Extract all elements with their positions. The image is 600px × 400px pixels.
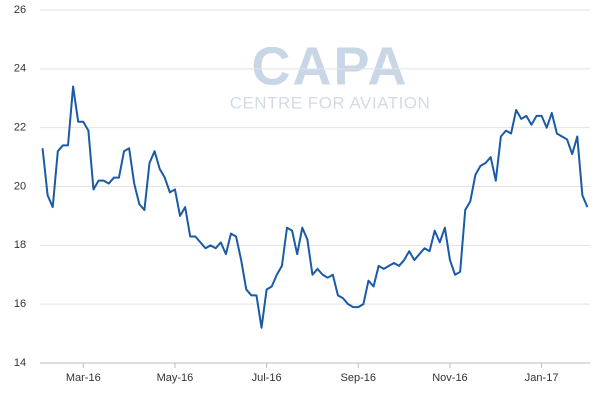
x-tick-label: Jul-16 — [252, 372, 282, 384]
y-tick-label: 26 — [14, 4, 26, 16]
y-tick-label: 24 — [14, 63, 26, 75]
y-tick-label: 18 — [14, 239, 26, 251]
x-tick-label: Jan-17 — [525, 372, 559, 384]
y-tick-label: 16 — [14, 298, 26, 310]
price-line — [41, 85, 589, 329]
x-tick-label: Nov-16 — [432, 372, 467, 384]
x-tick-label: May-16 — [157, 372, 194, 384]
x-tick-label: Sep-16 — [341, 372, 376, 384]
watermark-subtitle: CENTRE FOR AVIATION — [230, 93, 431, 112]
watermark-logo: CAPA — [251, 36, 408, 96]
y-tick-label: 22 — [14, 122, 26, 134]
y-tick-label: 14 — [14, 357, 26, 369]
y-tick-label: 20 — [14, 180, 26, 192]
x-tick-label: Mar-16 — [66, 372, 101, 384]
